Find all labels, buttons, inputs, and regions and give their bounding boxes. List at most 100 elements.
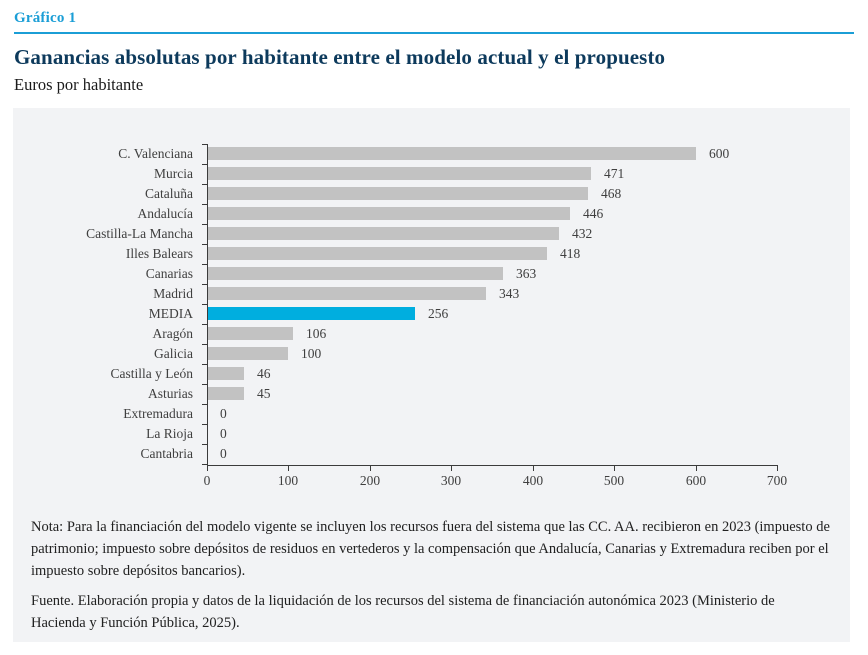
x-tick-label: 700	[766, 473, 788, 488]
bar	[207, 367, 244, 380]
y-axis-tick	[202, 144, 207, 145]
bar	[207, 147, 696, 160]
value-label: 100	[301, 346, 322, 361]
y-axis-tick	[202, 444, 207, 445]
bar-row: Murcia 471	[13, 164, 850, 184]
bar-chart: C. Valenciana 600 Murcia 471 Cataluña 468 Anda…	[13, 144, 850, 496]
y-axis-tick	[202, 264, 207, 265]
value-label: 471	[604, 166, 625, 181]
bar-row: Cataluña 468	[13, 184, 850, 204]
category-label: Galicia	[154, 346, 193, 361]
x-axis-line	[207, 465, 778, 466]
y-axis-tick	[202, 184, 207, 185]
x-axis-tick	[370, 466, 371, 471]
category-label: MEDIA	[148, 306, 193, 321]
value-label: 0	[220, 426, 227, 441]
bar-track: 432	[207, 224, 850, 244]
bars-container: C. Valenciana 600 Murcia 471 Cataluña 468 Anda…	[13, 144, 850, 464]
bar-track: 0	[207, 444, 850, 464]
bar-row: Aragón 106	[13, 324, 850, 344]
value-label: 343	[499, 286, 520, 301]
x-tick-label: 300	[440, 473, 462, 488]
bar-row: Illes Balears 418	[13, 244, 850, 264]
bar-track: 363	[207, 264, 850, 284]
value-label: 600	[709, 146, 730, 161]
bar-track: 600	[207, 144, 850, 164]
x-tick-label: 200	[359, 473, 381, 488]
category-label: Extremadura	[123, 406, 193, 421]
chart-subtitle: Euros por habitante	[14, 75, 144, 94]
y-axis-tick	[202, 424, 207, 425]
bar-track: 0	[207, 404, 850, 424]
value-label: 0	[220, 446, 227, 461]
value-label: 418	[560, 246, 581, 261]
bar-track: 106	[207, 324, 850, 344]
y-axis-tick	[202, 324, 207, 325]
bar-track: 100	[207, 344, 850, 364]
x-axis-tick	[533, 466, 534, 471]
x-tick-label: 100	[277, 473, 299, 488]
category-label: Cataluña	[145, 186, 193, 201]
category-label: Canarias	[145, 266, 193, 281]
bar	[207, 167, 591, 180]
value-label: 0	[220, 406, 227, 421]
bar-row: Extremadura 0	[13, 404, 850, 424]
bar-row: Canarias 363	[13, 264, 850, 284]
bar-row: C. Valenciana 600	[13, 144, 850, 164]
bar-row: MEDIA 256	[13, 304, 850, 324]
bar-track: 418	[207, 244, 850, 264]
y-axis-tick	[202, 464, 207, 465]
bar-track: 0	[207, 424, 850, 444]
value-label: 363	[516, 266, 537, 281]
bar-track: 256	[207, 304, 850, 324]
source-text: Fuente. Elaboración propia y datos de la…	[31, 593, 775, 631]
category-label: Castilla-La Mancha	[86, 226, 193, 241]
x-tick-label: 0	[203, 473, 211, 488]
chart-notes: Nota: Para la financiación del modelo vi…	[13, 516, 850, 634]
category-label: Aragón	[152, 326, 194, 341]
category-label: C. Valenciana	[118, 146, 193, 161]
value-label: 106	[306, 326, 327, 341]
category-label: Murcia	[154, 166, 193, 181]
y-axis-tick	[202, 344, 207, 345]
bar	[207, 267, 503, 280]
bar-track: 446	[207, 204, 850, 224]
bar	[207, 387, 244, 400]
value-label: 432	[572, 226, 593, 241]
value-label: 45	[257, 386, 271, 401]
x-axis-tick	[207, 466, 208, 471]
x-axis-tick	[288, 466, 289, 471]
x-axis-tick	[451, 466, 452, 471]
category-label: Madrid	[153, 286, 193, 301]
y-axis-line	[207, 144, 208, 465]
value-label: 46	[257, 366, 271, 381]
chart-title: Ganancias absolutas por habitante entre …	[14, 45, 666, 69]
bar-track: 46	[207, 364, 850, 384]
bar	[207, 347, 288, 360]
bar	[207, 327, 293, 340]
bar-row: Cantabria 0	[13, 444, 850, 464]
x-tick-label: 400	[522, 473, 544, 488]
y-axis-tick	[202, 164, 207, 165]
y-axis-tick	[202, 204, 207, 205]
bar-track: 45	[207, 384, 850, 404]
bar-row: La Rioja 0	[13, 424, 850, 444]
x-axis-tick	[696, 466, 697, 471]
x-tick-label: 600	[685, 473, 707, 488]
value-label: 256	[428, 306, 449, 321]
bar-track: 471	[207, 164, 850, 184]
x-axis-tick	[777, 466, 778, 471]
bar-track: 468	[207, 184, 850, 204]
category-label: Castilla y León	[110, 366, 193, 381]
bar-row: Andalucía 446	[13, 204, 850, 224]
chart-kicker: Gráfico 1	[14, 10, 854, 34]
value-label: 468	[601, 186, 622, 201]
x-tick-label: 500	[603, 473, 625, 488]
y-axis-tick	[202, 284, 207, 285]
bar	[207, 187, 588, 200]
y-axis-tick	[202, 244, 207, 245]
y-axis-tick	[202, 304, 207, 305]
bar-row: Galicia 100	[13, 344, 850, 364]
category-label: Andalucía	[137, 206, 193, 221]
